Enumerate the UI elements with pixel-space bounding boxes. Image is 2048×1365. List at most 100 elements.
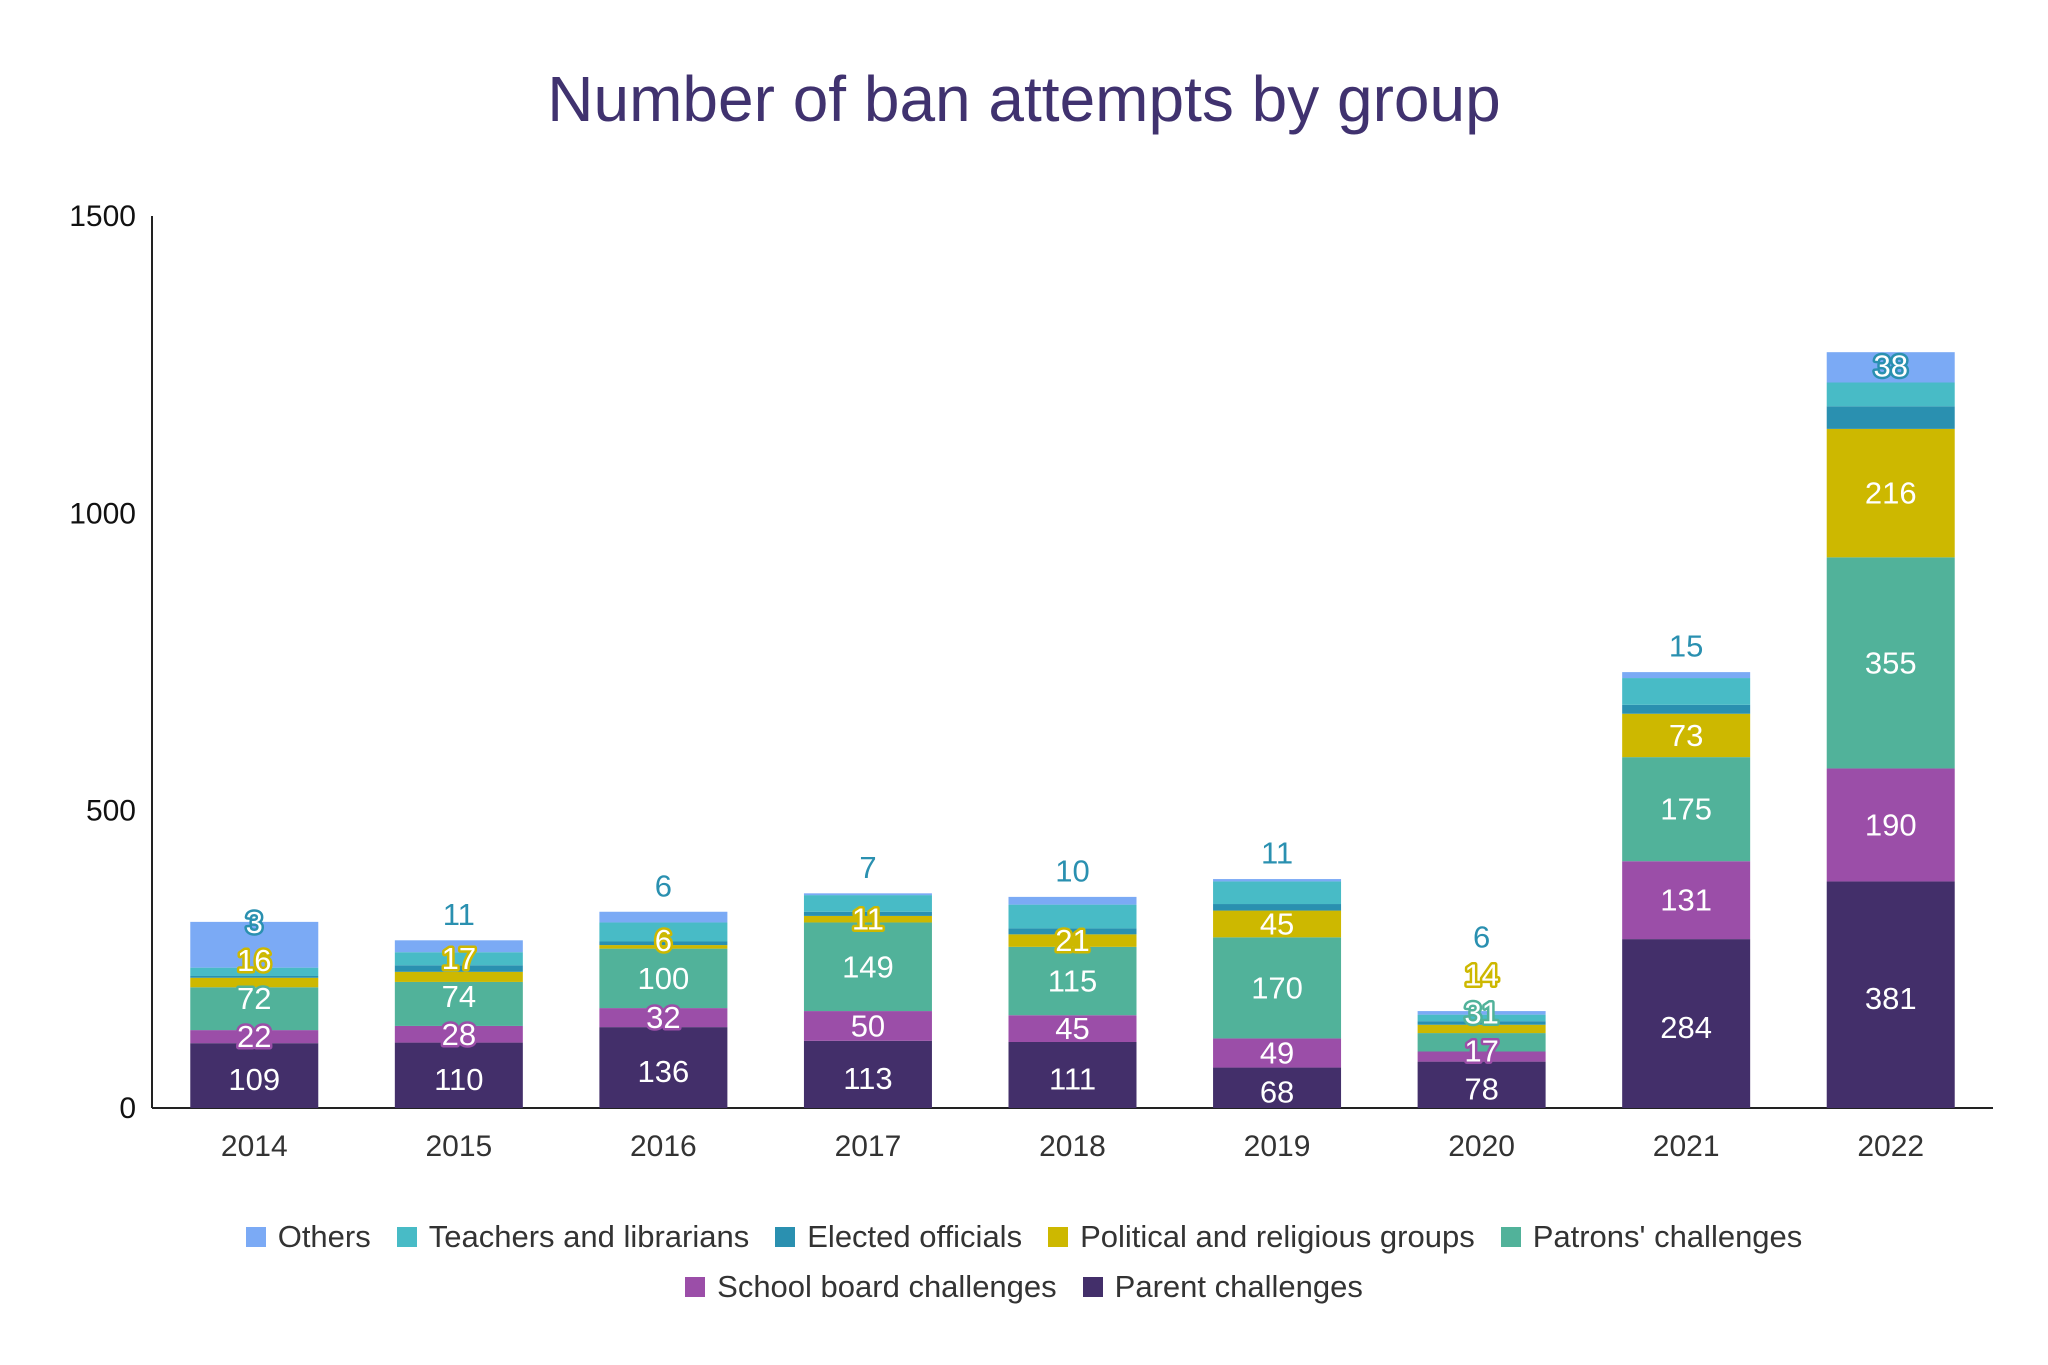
bar-segment — [190, 987, 319, 1031]
bar-segment — [1417, 1061, 1546, 1108]
bar-segment — [1622, 678, 1751, 705]
data-label: 10 — [1055, 853, 1089, 888]
bar-segment — [803, 895, 932, 912]
legend-label: Parent challenges — [1114, 1269, 1363, 1304]
chart-title: Number of ban attempts by group — [547, 63, 1501, 135]
bar-segment — [1622, 672, 1751, 679]
bar-segment — [394, 1042, 523, 1108]
legend-row: School board challenges Parent challenges — [0, 1262, 2048, 1312]
bar-segment — [1213, 904, 1342, 911]
legend-item: School board challenges — [685, 1262, 1057, 1312]
y-tick-label: 500 — [86, 795, 136, 828]
bar-segment — [1213, 937, 1342, 1039]
bar-segment — [1826, 406, 1955, 429]
bar-segment — [1008, 896, 1137, 905]
bar-segment — [1213, 910, 1342, 938]
bar-segment — [394, 971, 523, 982]
data-label: 190 — [1865, 807, 1917, 842]
legend-label: Elected officials — [807, 1219, 1023, 1254]
bar-segment — [599, 945, 728, 949]
data-label: 72 — [237, 981, 271, 1016]
data-label: 6 — [655, 923, 672, 958]
bar-segment — [803, 922, 932, 1012]
legend-label: School board challenges — [717, 1269, 1057, 1304]
data-label: 31 — [1464, 995, 1498, 1030]
bar-segment — [1417, 1014, 1546, 1022]
legend: Others Teachers and librarians Elected off… — [0, 1212, 2048, 1312]
y-tick-label: 1000 — [69, 497, 136, 530]
bar-segment — [1417, 1021, 1546, 1025]
legend-label: Others — [277, 1219, 371, 1254]
data-label: 45 — [1055, 1011, 1089, 1046]
bar-segment — [190, 977, 319, 988]
bar-segment — [803, 911, 932, 916]
data-label: 109 — [228, 1062, 280, 1097]
data-label: 115 — [1048, 964, 1097, 999]
x-tick-label: 2014 — [221, 1130, 288, 1163]
legend-label: Patrons' challenges — [1532, 1219, 1803, 1254]
data-label: 6 — [655, 868, 672, 903]
bar-segment — [1213, 1067, 1342, 1108]
bar-segment — [1826, 881, 1955, 1108]
legend-swatch — [396, 1227, 417, 1247]
legend-item: Parent challenges — [1082, 1262, 1363, 1312]
legend-item: Teachers and librarians — [396, 1212, 749, 1262]
data-label: 28 — [442, 1017, 476, 1052]
bar-segment — [1417, 1051, 1546, 1062]
data-label: 111 — [1049, 1061, 1096, 1096]
bar-segment — [1008, 928, 1137, 935]
x-tick-label: 2016 — [630, 1130, 697, 1163]
data-label: 131 — [1660, 883, 1712, 918]
bar-segment — [1008, 904, 1137, 929]
legend-item: Elected officials — [775, 1212, 1022, 1262]
legend-swatch — [1082, 1277, 1103, 1297]
x-tick-label: 2017 — [835, 1130, 902, 1163]
x-tick-label: 2021 — [1653, 1130, 1720, 1163]
x-tick-label: 2020 — [1448, 1130, 1515, 1163]
data-label: 22 — [237, 1019, 271, 1054]
bar-segment — [394, 965, 523, 972]
data-label: 7 — [859, 850, 876, 885]
legend-swatch — [1048, 1227, 1069, 1247]
bar-segment — [1826, 768, 1955, 882]
data-label: 73 — [1669, 718, 1703, 753]
legend-item: Patrons' challenges — [1500, 1212, 1803, 1262]
data-label: 78 — [1464, 1071, 1498, 1106]
data-label: 3 — [246, 905, 263, 940]
bar-segment — [1826, 352, 1955, 383]
bar-segment — [190, 975, 319, 978]
legend-label: Political and religious groups — [1080, 1219, 1475, 1254]
bar-segment — [1008, 934, 1137, 947]
bar-segment — [1826, 428, 1955, 558]
bar-segment — [599, 1008, 728, 1028]
data-label: 11 — [852, 902, 884, 937]
x-tick-label: 2022 — [1857, 1130, 1924, 1163]
data-label: 110 — [434, 1062, 483, 1097]
data-label: 21 — [1055, 923, 1089, 958]
data-label: 17 — [442, 941, 476, 976]
bar-segment — [599, 1027, 728, 1108]
bar-segment — [190, 1043, 319, 1108]
data-label: 136 — [638, 1054, 690, 1089]
bar-segment — [1417, 1033, 1546, 1052]
bar-segment — [803, 1040, 932, 1108]
bar-segment — [803, 1011, 932, 1041]
bar-segment — [1826, 557, 1955, 769]
data-label: 16 — [237, 943, 271, 978]
data-label: 170 — [1251, 970, 1303, 1005]
bar-segment — [1622, 704, 1751, 714]
legend-swatch — [1500, 1227, 1521, 1247]
legend-row: Others Teachers and librarians Elected off… — [0, 1212, 2048, 1262]
data-label: 45 — [1260, 906, 1294, 941]
data-label: 355 — [1865, 645, 1917, 680]
data-label: 74 — [442, 979, 476, 1014]
data-label: 32 — [646, 1000, 680, 1035]
bar-segment — [394, 981, 523, 1026]
data-label: 49 — [1260, 1035, 1294, 1070]
bar-segment — [394, 940, 523, 953]
data-label: 17 — [1464, 1033, 1498, 1068]
bar-segment — [1417, 1011, 1546, 1015]
data-label: 284 — [1660, 1010, 1712, 1045]
data-label: 11 — [1261, 836, 1293, 871]
bar-segment — [803, 915, 932, 923]
